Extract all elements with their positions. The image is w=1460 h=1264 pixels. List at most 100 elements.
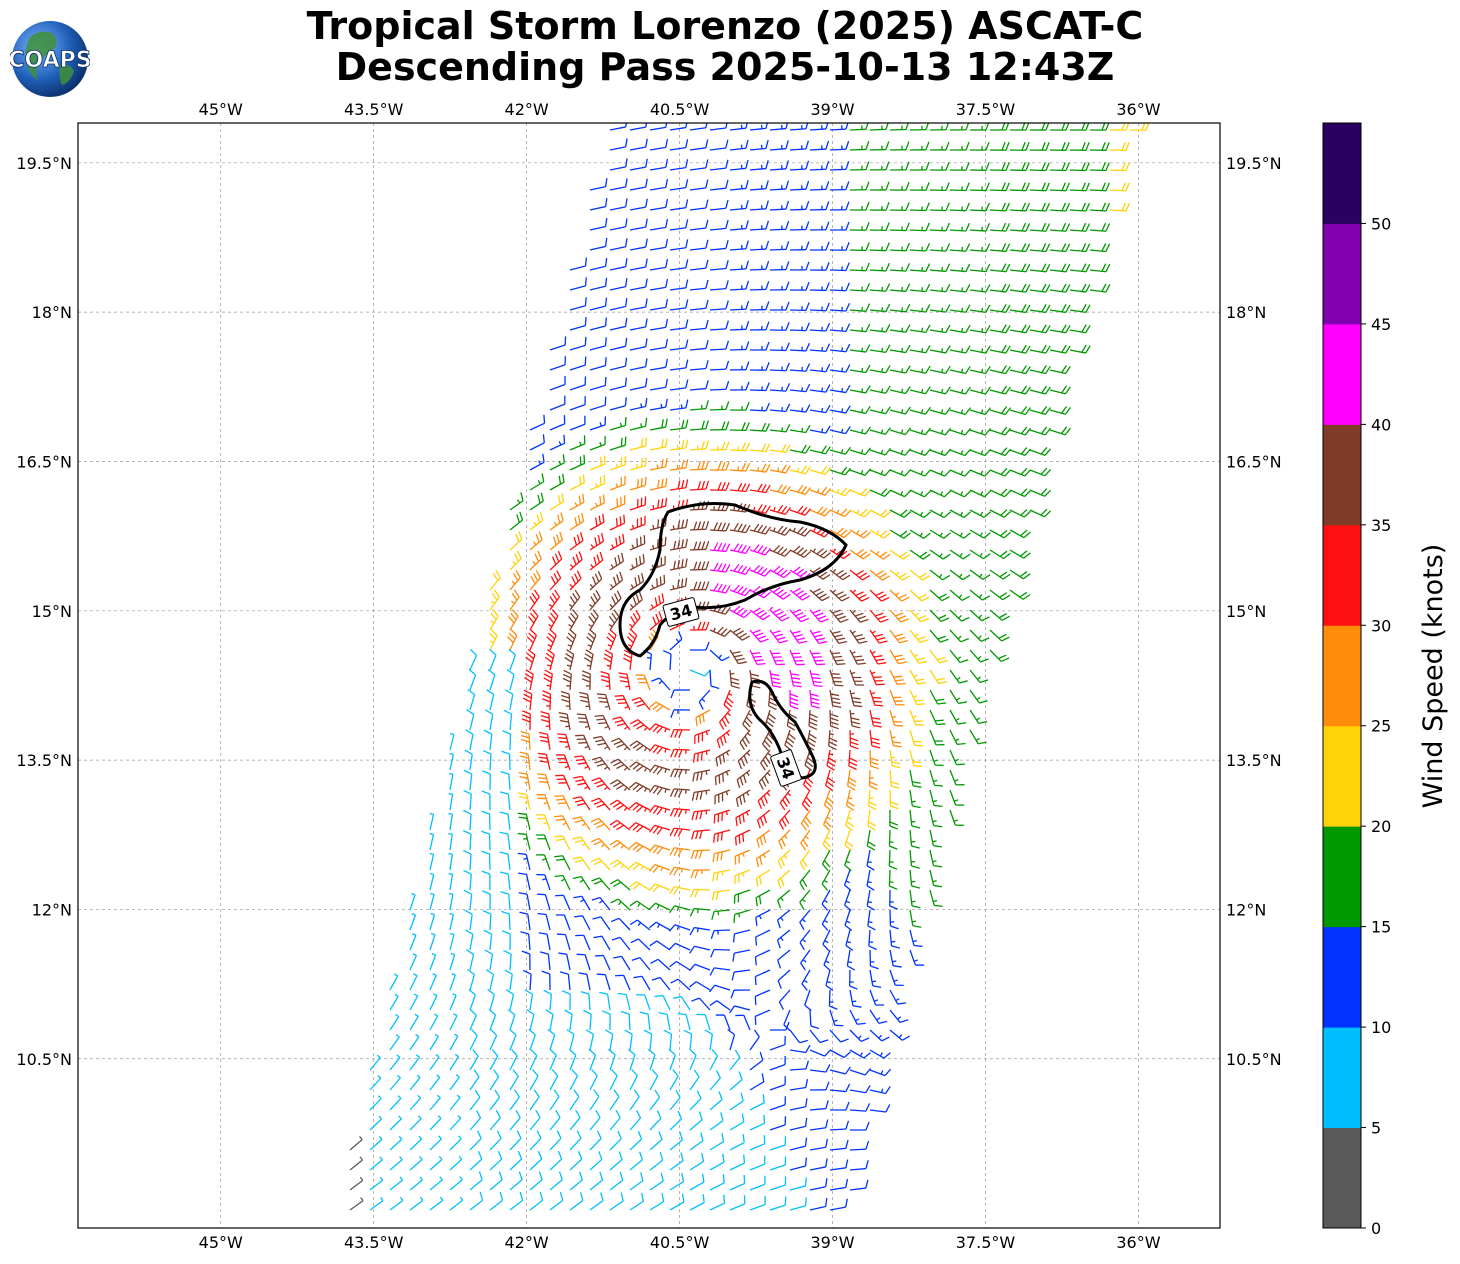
lon-tick-label-bottom: 37.5°W <box>956 1233 1016 1252</box>
wind-barb <box>689 400 709 411</box>
wind-barb <box>549 434 566 451</box>
wind-barb <box>909 509 931 519</box>
wind-barb <box>709 481 730 491</box>
wind-barb <box>809 123 829 131</box>
wind-barb <box>949 509 971 519</box>
wind-barb <box>869 201 890 211</box>
wind-barb <box>569 493 585 511</box>
wind-barb <box>829 123 849 131</box>
wind-barb <box>789 201 810 211</box>
wind-barb <box>929 589 950 602</box>
colorbar-tick-label: 35 <box>1371 516 1391 535</box>
wind-barb <box>909 123 930 131</box>
wind-barb <box>1009 529 1031 539</box>
wind-barb <box>1009 549 1031 559</box>
title-line-1: Tropical Storm Lorenzo (2025) ASCAT-C <box>306 4 1144 48</box>
wind-barb <box>889 181 910 191</box>
wind-barb <box>569 356 587 371</box>
wind-barb <box>729 361 750 371</box>
wind-barb <box>949 304 971 313</box>
wind-barb <box>629 437 648 451</box>
wind-barb <box>789 404 811 413</box>
wind-barb <box>849 548 871 560</box>
wind-barb <box>1009 324 1031 334</box>
wind-barb <box>989 304 1011 314</box>
wind-barb <box>849 181 870 191</box>
wind-barb <box>1049 283 1071 293</box>
wind-barb <box>649 278 669 291</box>
wind-barb <box>609 456 627 471</box>
wind-barb <box>569 415 586 431</box>
wind-barb <box>829 487 852 497</box>
wind-barb <box>669 379 689 391</box>
wind-barb <box>729 220 749 231</box>
wind-barb <box>949 448 972 457</box>
wind-barb <box>989 162 1010 172</box>
wind-barb <box>909 141 930 151</box>
wind-barb <box>709 626 732 637</box>
wind-barb <box>869 406 891 415</box>
wind-barb <box>669 479 689 491</box>
wind-barb <box>889 509 911 519</box>
wind-barb <box>629 238 648 251</box>
wind-barb <box>849 344 871 353</box>
wind-barb <box>949 243 971 252</box>
wind-barb <box>549 375 566 391</box>
wind-barb <box>609 317 628 331</box>
wind-barb <box>568 589 581 611</box>
wind-barb <box>869 303 891 313</box>
wind-barb <box>829 508 852 518</box>
wind-barb <box>609 297 628 311</box>
wind-barb <box>889 303 911 313</box>
wind-barb <box>929 609 950 623</box>
wind-barb <box>989 263 1011 273</box>
wind-barb <box>1029 467 1052 477</box>
wind-barb <box>729 442 750 452</box>
wind-barb <box>989 509 1012 518</box>
wind-barb <box>709 441 730 451</box>
wind-barb <box>1069 283 1091 293</box>
wind-barb <box>629 298 648 311</box>
colorbar-tick-label: 40 <box>1371 415 1391 434</box>
wind-barb <box>609 514 626 531</box>
wind-barb <box>689 340 709 351</box>
wind-barb <box>989 222 1011 232</box>
wind-barb <box>569 532 584 551</box>
colorbar-tick-label: 20 <box>1371 817 1391 836</box>
wind-barb <box>669 299 689 311</box>
wind-barb <box>669 459 689 471</box>
wind-barb <box>689 299 709 311</box>
wind-barb <box>769 200 790 211</box>
wind-barb <box>989 283 1011 293</box>
wind-barb <box>1069 304 1091 314</box>
wind-barb <box>989 609 1010 621</box>
wind-barb <box>1049 202 1071 212</box>
wind-barb <box>1089 162 1110 172</box>
wind-barb <box>769 301 790 311</box>
wind-barb <box>889 263 911 272</box>
wind-barb <box>969 407 992 416</box>
wind-barb <box>889 365 911 374</box>
wind-barb <box>949 427 972 436</box>
colorbar-bin <box>1323 424 1361 526</box>
wind-barb <box>949 162 970 171</box>
wind-barb <box>909 589 930 602</box>
wind-barb <box>1049 405 1071 415</box>
wind-barb <box>529 511 544 531</box>
wind-barb <box>829 384 851 394</box>
wind-barb <box>889 283 911 293</box>
wind-barb <box>909 345 931 354</box>
wind-barb <box>869 283 891 292</box>
wind-barb <box>749 362 770 371</box>
wind-barb <box>789 123 809 131</box>
wind-barb <box>649 458 668 471</box>
chart-title: Tropical Storm Lorenzo (2025) ASCAT-C De… <box>180 6 1270 88</box>
wind-barb <box>689 561 710 571</box>
wind-barb <box>1089 182 1110 192</box>
wind-barb <box>729 482 751 493</box>
wind-barb <box>689 480 710 491</box>
wind-barb <box>909 324 931 334</box>
wind-barb <box>889 448 912 456</box>
wind-barb <box>929 448 952 457</box>
wind-barb <box>909 448 932 457</box>
